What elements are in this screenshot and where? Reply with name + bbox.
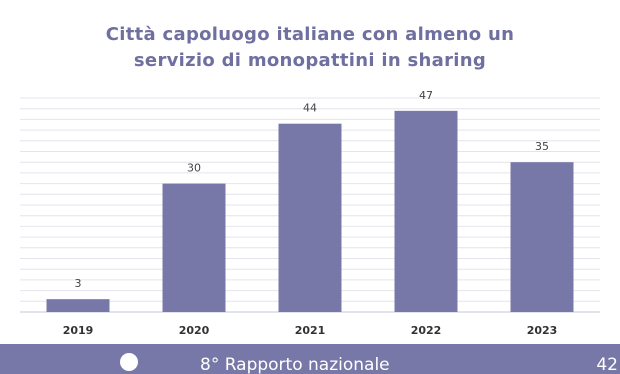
chart-title-line-1: Città capoluogo italiane con almeno un — [105, 24, 515, 45]
data-label-2019: 3 — [75, 277, 82, 290]
x-tick-label-2022: 2022 — [411, 324, 442, 337]
x-tick-label-2021: 2021 — [295, 324, 326, 337]
bar-2022 — [394, 110, 458, 312]
data-label-2023: 35 — [535, 140, 549, 153]
chart-title-line-2: servizio di monopattini in sharing — [133, 50, 487, 71]
chart-title: Città capoluogo italiane con almeno un s… — [0, 22, 620, 74]
data-label-2020: 30 — [187, 162, 201, 175]
footer-bar: 8° Rapporto nazionale 42 — [0, 344, 620, 374]
bar-2021 — [278, 123, 342, 313]
x-tick-label-2023: 2023 — [527, 324, 558, 337]
data-label-2021: 44 — [303, 102, 317, 115]
footer-report-title: 8° Rapporto nazionale — [200, 355, 390, 374]
page-number: 42 — [596, 355, 618, 374]
bar-2020 — [162, 183, 226, 312]
bar-2019 — [46, 299, 110, 312]
data-label-2022: 47 — [419, 89, 433, 102]
bar-2023 — [510, 162, 574, 312]
x-tick-label-2019: 2019 — [63, 324, 94, 337]
circle-icon — [120, 353, 138, 371]
bar-chart: 3 2019 30 2020 44 2021 47 2022 35 2023 — [20, 89, 600, 337]
x-tick-label-2020: 2020 — [179, 324, 210, 337]
